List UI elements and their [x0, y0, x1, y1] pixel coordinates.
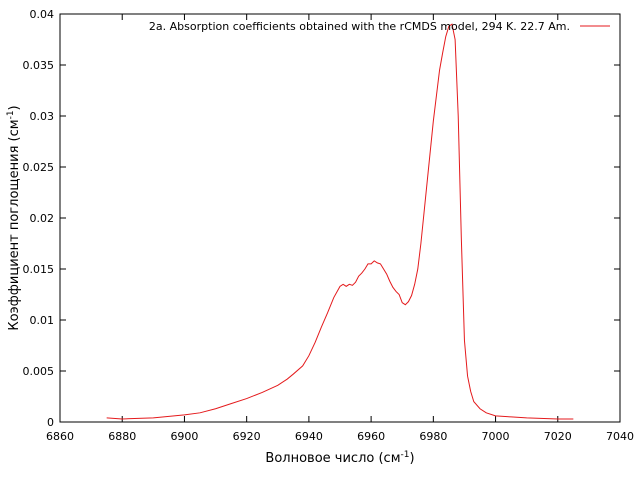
x-label-text: Волновое число (см: [265, 451, 400, 466]
y-tick-label: 0.015: [23, 263, 55, 276]
plot-frame: [59, 13, 621, 423]
x-tick-label: 6880: [108, 430, 136, 443]
y-axis-label: Коэффициент поглощения (см-1): [6, 105, 22, 330]
x-tick-label: 7040: [606, 430, 634, 443]
y-tick-label: 0.01: [30, 314, 55, 327]
y-tick-label: 0.005: [23, 365, 55, 378]
y-tick-label: 0.03: [30, 110, 55, 123]
y-tick-label: 0.02: [30, 212, 55, 225]
y-label-text: Коэффициент поглощения (см: [7, 119, 22, 330]
y-tick-label: 0.04: [30, 8, 55, 21]
x-axis-label: Волновое число (см-1): [265, 450, 414, 466]
x-label-sup: -1: [401, 450, 410, 460]
legend-label: 2a. Absorption coefficients obtained wit…: [149, 20, 570, 33]
data-line: [106, 23, 574, 420]
x-label-text: ): [409, 451, 414, 466]
y-label-sup: -1: [6, 110, 16, 119]
y-tick-label: 0.035: [23, 59, 55, 72]
x-tick-label: 6920: [233, 430, 261, 443]
x-tick-label: 6980: [419, 430, 447, 443]
x-tick-label: 6940: [295, 430, 323, 443]
x-tick-label: 6960: [357, 430, 385, 443]
x-tick-label: 6900: [170, 430, 198, 443]
y-label-text: ): [7, 105, 22, 110]
y-tick-label: 0: [47, 416, 54, 429]
x-tick-label: 6860: [46, 430, 74, 443]
x-tick-label: 7020: [544, 430, 572, 443]
y-tick-label: 0.025: [23, 161, 55, 174]
x-tick-label: 7000: [482, 430, 510, 443]
